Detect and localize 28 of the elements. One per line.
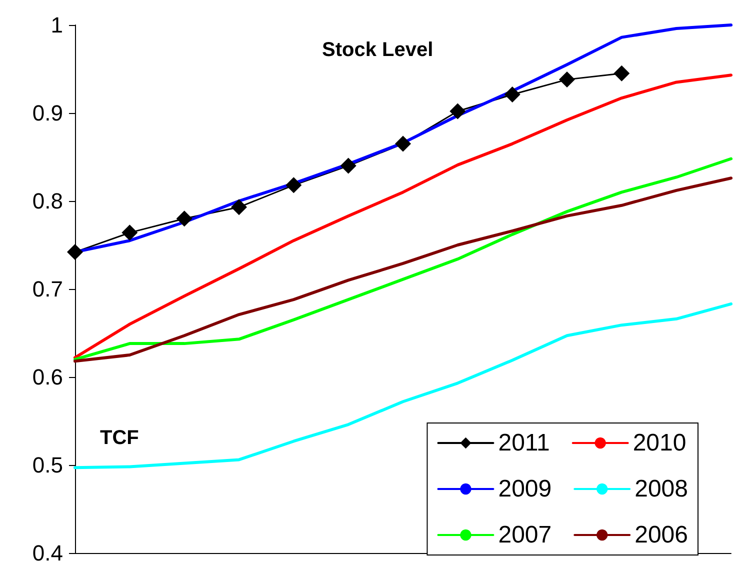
annotation: Stock Level <box>322 39 434 61</box>
y-tick-label: 0.9 <box>32 100 63 126</box>
line-series <box>74 302 732 470</box>
legend-label: 2010 <box>632 430 686 456</box>
y-tick-label: 1 <box>50 12 63 38</box>
y-tick-label: 0.7 <box>32 276 63 302</box>
line-series <box>74 74 732 360</box>
point <box>340 158 356 174</box>
point <box>176 210 192 227</box>
legend-label: 2006 <box>634 522 688 548</box>
point <box>504 86 520 103</box>
point <box>450 103 466 120</box>
y-tick-label: 0.5 <box>32 452 63 478</box>
y-tick-label: 0.6 <box>32 364 63 390</box>
point <box>231 199 247 216</box>
point <box>67 244 83 260</box>
annotation: TCF <box>100 427 139 449</box>
legend-label: 2008 <box>634 476 688 502</box>
legend-label: 2007 <box>498 522 552 548</box>
point <box>559 72 575 88</box>
y-tick-label: 0.8 <box>32 188 63 214</box>
legend-label: 2011 <box>498 430 550 456</box>
point <box>122 224 138 241</box>
point <box>286 177 302 194</box>
point <box>395 136 411 152</box>
legend-label: 2009 <box>498 476 552 502</box>
y-tick-label: 0.4 <box>32 540 63 566</box>
point <box>614 65 630 82</box>
